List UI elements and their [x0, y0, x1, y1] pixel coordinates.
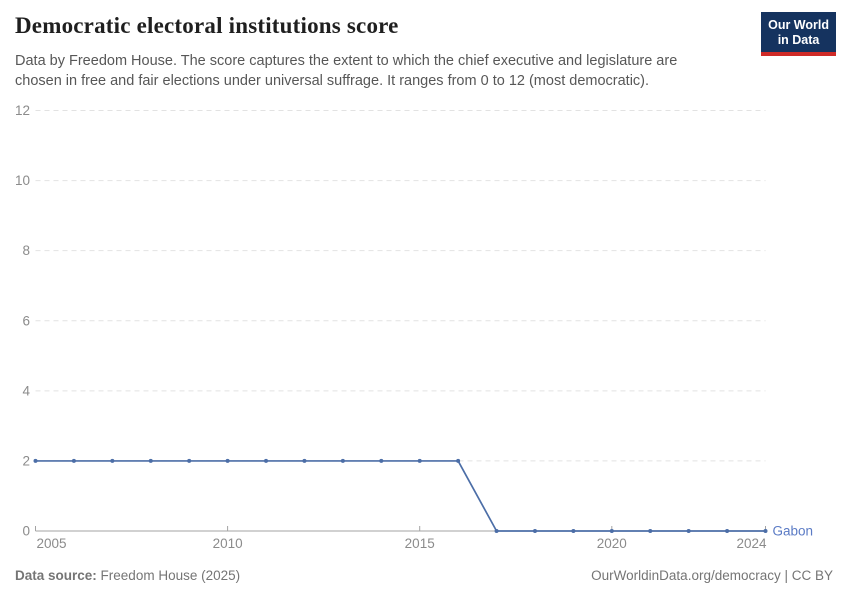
data-point-2021 [648, 529, 653, 533]
data-point-2016 [456, 458, 461, 463]
data-point-2007 [110, 458, 115, 463]
entity-label-gabon[interactable]: Gabon [773, 524, 814, 539]
owid-logo-line1: Our World [768, 18, 829, 32]
data-point-2009 [187, 458, 192, 463]
y-tick-label-0: 0 [22, 524, 30, 539]
data-point-2023 [725, 529, 730, 533]
x-tick-label-2010: 2010 [213, 536, 243, 551]
x-tick-label-2015: 2015 [405, 536, 435, 551]
chart-subtitle: Data by Freedom House. The score capture… [15, 53, 678, 89]
y-tick-label-6: 6 [22, 313, 30, 328]
data-point-2012 [302, 458, 307, 463]
data-point-2022 [686, 529, 691, 533]
page-title: Democratic electoral institutions score [15, 13, 399, 38]
owid-logo[interactable]: Our World in Data [761, 12, 836, 56]
x-tick-label-2020: 2020 [597, 536, 627, 551]
data-source-note: Data source: Freedom House (2025) [15, 568, 240, 583]
data-source-value: Freedom House (2025) [100, 568, 241, 583]
y-tick-label-2: 2 [22, 453, 30, 468]
data-point-2005 [33, 458, 38, 463]
data-point-2020 [609, 529, 614, 533]
series-line-gabon [35, 460, 766, 532]
owid-logo-line2: in Data [777, 33, 820, 47]
data-source-label: Data source: [15, 568, 97, 583]
owid-license-link[interactable]: OurWorldinData.org/democracy | CC BY [591, 568, 833, 583]
y-tick-label-4: 4 [22, 383, 30, 398]
data-point-2014 [379, 458, 384, 463]
data-point-2015 [417, 458, 422, 463]
data-point-2017 [494, 529, 499, 533]
data-point-2019 [571, 529, 576, 533]
data-point-2011 [264, 458, 269, 463]
y-tick-label-10: 10 [15, 173, 30, 188]
chart-footer: Data source: Freedom House (2025) OurWor… [15, 568, 833, 583]
data-point-2006 [71, 458, 76, 463]
x-tick-label-2005: 2005 [37, 536, 67, 551]
data-point-2008 [148, 458, 153, 463]
x-tick-label-2024: 2024 [736, 536, 767, 551]
data-point-2024 [763, 529, 768, 533]
y-tick-label-8: 8 [22, 243, 30, 258]
data-point-2010 [225, 458, 230, 463]
data-point-2018 [532, 529, 537, 533]
y-tick-label-12: 12 [15, 103, 30, 118]
data-point-2013 [340, 458, 345, 463]
